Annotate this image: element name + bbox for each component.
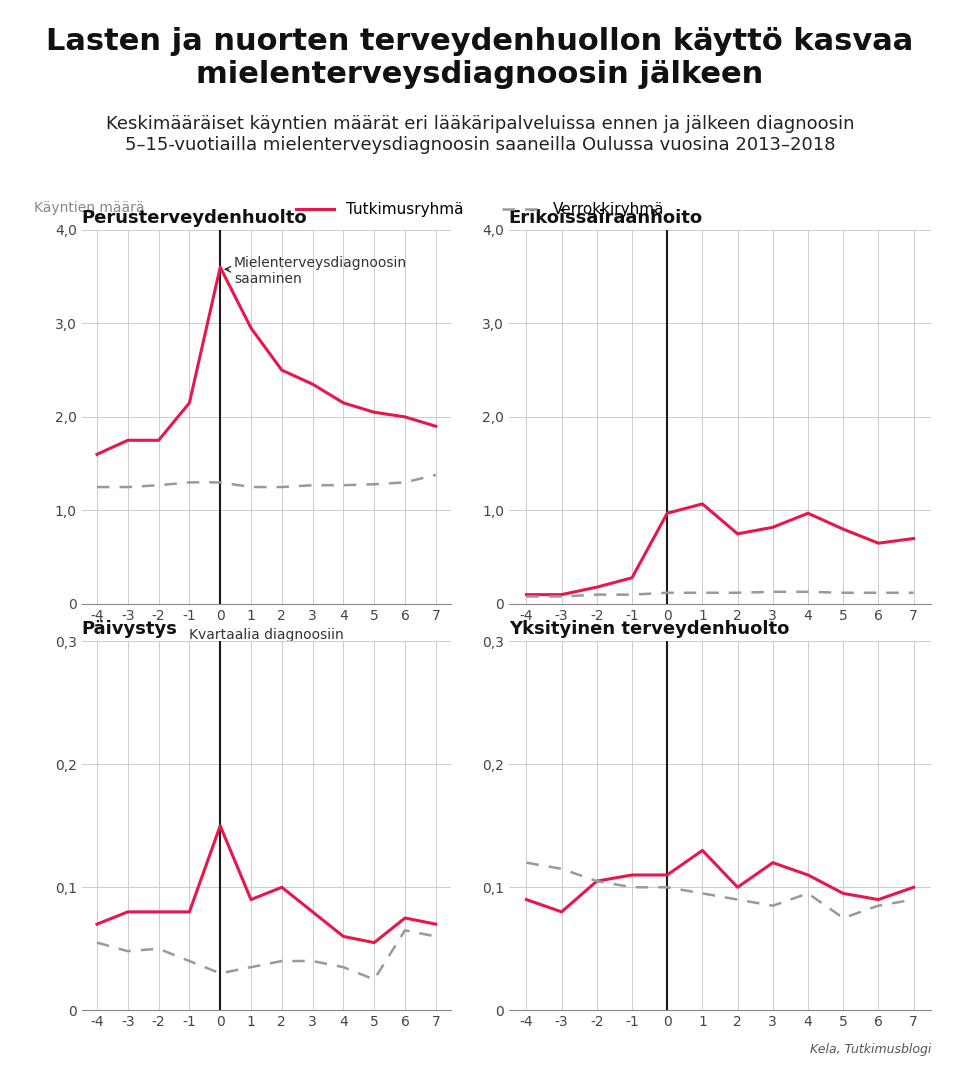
Text: Yksityinen terveydenhuolto: Yksityinen terveydenhuolto: [509, 620, 789, 638]
Text: Perusterveydenhuolto: Perusterveydenhuolto: [82, 208, 307, 227]
Text: Mielenterveysdiagnoosin
saaminen: Mielenterveysdiagnoosin saaminen: [226, 255, 407, 286]
Text: Käyntien määrä: Käyntien määrä: [34, 201, 144, 215]
Text: Keskimääräiset käyntien määrät eri lääkäripalveluissa ennen ja jälkeen diagnoosi: Keskimääräiset käyntien määrät eri lääkä…: [106, 115, 854, 154]
Text: Kela, Tutkimusblogi: Kela, Tutkimusblogi: [810, 1043, 931, 1056]
X-axis label: Kvartaalia diagnoosiin: Kvartaalia diagnoosiin: [189, 629, 344, 642]
Text: Päivystys: Päivystys: [82, 620, 178, 638]
Text: Erikoissairaanhoito: Erikoissairaanhoito: [509, 208, 703, 227]
Legend: Tutkimusryhmä, Verrokkiryhmä: Tutkimusryhmä, Verrokkiryhmä: [296, 202, 664, 217]
Text: Lasten ja nuorten terveydenhuollon käyttö kasvaa
mielenterveysdiagnoosin jälkeen: Lasten ja nuorten terveydenhuollon käytt…: [46, 27, 914, 90]
